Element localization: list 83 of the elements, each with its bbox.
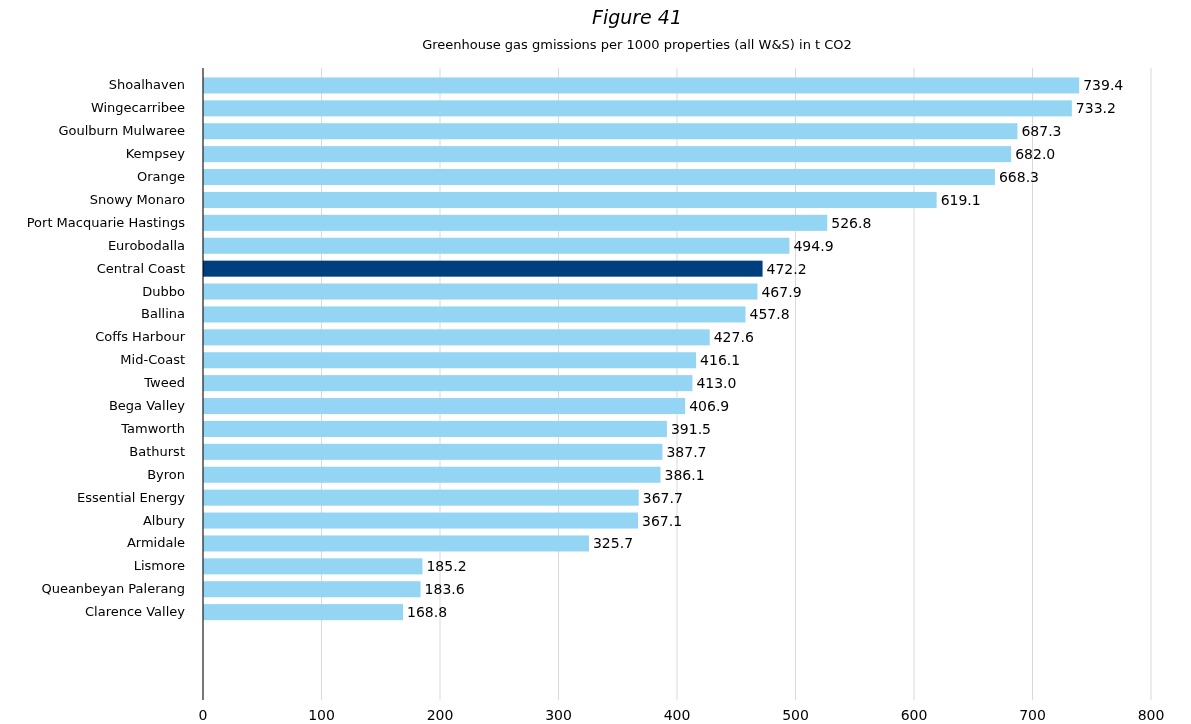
x-tick-label: 300: [545, 707, 572, 723]
y-tick-label: Bega Valley: [108, 398, 186, 414]
x-tick-label: 0: [198, 707, 208, 723]
data-label: 733.2: [1075, 100, 1116, 117]
chart-title: Figure 41: [591, 6, 683, 28]
data-label: 494.9: [793, 237, 834, 254]
y-tick-label: Ballina: [141, 306, 185, 322]
bar: [203, 558, 423, 575]
data-label: 386.1: [664, 466, 705, 483]
data-label: 367.7: [642, 489, 683, 506]
data-label: 472.2: [766, 260, 807, 277]
x-tick-label: 200: [426, 707, 454, 723]
bar: [203, 260, 763, 277]
bar: [203, 375, 693, 392]
y-tick-label: Eurobodalla: [107, 237, 185, 253]
x-tick-label: 600: [900, 707, 928, 723]
data-label: 168.8: [407, 604, 448, 621]
bar: [203, 191, 937, 208]
chart-subtitle: Greenhouse gas gmissions per 1000 properties (all W&S) in t CO2: [422, 37, 852, 52]
data-label: 526.8: [831, 214, 872, 231]
y-tick-label: Mid-Coast: [120, 352, 185, 368]
y-tick-label: Snowy Monaro: [89, 191, 186, 207]
data-label: 619.1: [940, 191, 981, 208]
data-label: 668.3: [998, 169, 1040, 186]
y-tick-label: Goulburn Mulwaree: [58, 123, 185, 139]
bar: [203, 352, 697, 369]
bar: [203, 237, 790, 254]
data-label: 406.9: [689, 398, 730, 415]
y-tick-label: Essential Energy: [77, 489, 186, 505]
bar: [203, 466, 661, 483]
bar: [203, 77, 1080, 94]
y-tick-label: Tweed: [143, 375, 185, 391]
data-label: 185.2: [426, 558, 467, 575]
data-label: 682.0: [1015, 146, 1056, 163]
y-tick-label: Dubbo: [142, 283, 186, 299]
bar: [203, 283, 758, 300]
data-label: 183.6: [424, 581, 465, 598]
y-tick-label: Byron: [147, 466, 185, 482]
bar: [203, 512, 639, 529]
data-label: 387.7: [666, 443, 707, 460]
data-label: 413.0: [696, 375, 737, 392]
bar: [203, 535, 589, 552]
data-label: 367.1: [642, 512, 683, 529]
x-tick-label: 100: [308, 707, 335, 723]
bar: [203, 489, 639, 506]
x-tick-label: 500: [782, 707, 809, 723]
y-tick-label: Clarence Valley: [85, 604, 186, 620]
bar: [203, 146, 1012, 163]
bar: [203, 398, 686, 415]
x-tick-label: 400: [663, 707, 691, 723]
data-label: 325.7: [592, 535, 634, 552]
y-tick-label: Orange: [136, 169, 185, 185]
y-tick-label: Tamworth: [120, 420, 185, 436]
y-tick-label: Shoalhaven: [108, 77, 185, 93]
data-label: 457.8: [749, 306, 790, 323]
y-tick-label: Queanbeyan Palerang: [41, 581, 185, 597]
y-tick-label: Central Coast: [96, 260, 185, 276]
data-label: 427.6: [713, 329, 754, 346]
y-tick-label: Wingecarribee: [90, 100, 185, 116]
y-tick-label: Bathurst: [129, 443, 185, 459]
bar: [203, 123, 1018, 140]
y-tick-label: Coffs Harbour: [95, 329, 186, 345]
x-tick-label: 800: [1137, 707, 1165, 723]
bar: [203, 169, 995, 186]
y-tick-label: Armidale: [126, 535, 185, 551]
bar: [203, 306, 746, 323]
data-label: 467.9: [761, 283, 802, 300]
bar: [203, 581, 421, 598]
data-label: 687.3: [1021, 123, 1062, 140]
data-label: 391.5: [670, 420, 712, 437]
bar: [203, 329, 710, 346]
y-tick-label: Port Macquarie Hastings: [26, 214, 186, 230]
y-tick-label: Kempsey: [125, 146, 186, 162]
x-tick-label: 700: [1019, 707, 1046, 723]
data-label: 416.1: [700, 352, 741, 369]
bar: [203, 443, 663, 460]
bar: [203, 604, 404, 621]
bar: [203, 100, 1072, 117]
bar: [203, 214, 828, 231]
y-tick-label: Lismore: [133, 558, 185, 574]
bar: [203, 420, 667, 437]
y-tick-label: Albury: [142, 512, 186, 528]
data-label: 739.4: [1083, 77, 1124, 94]
